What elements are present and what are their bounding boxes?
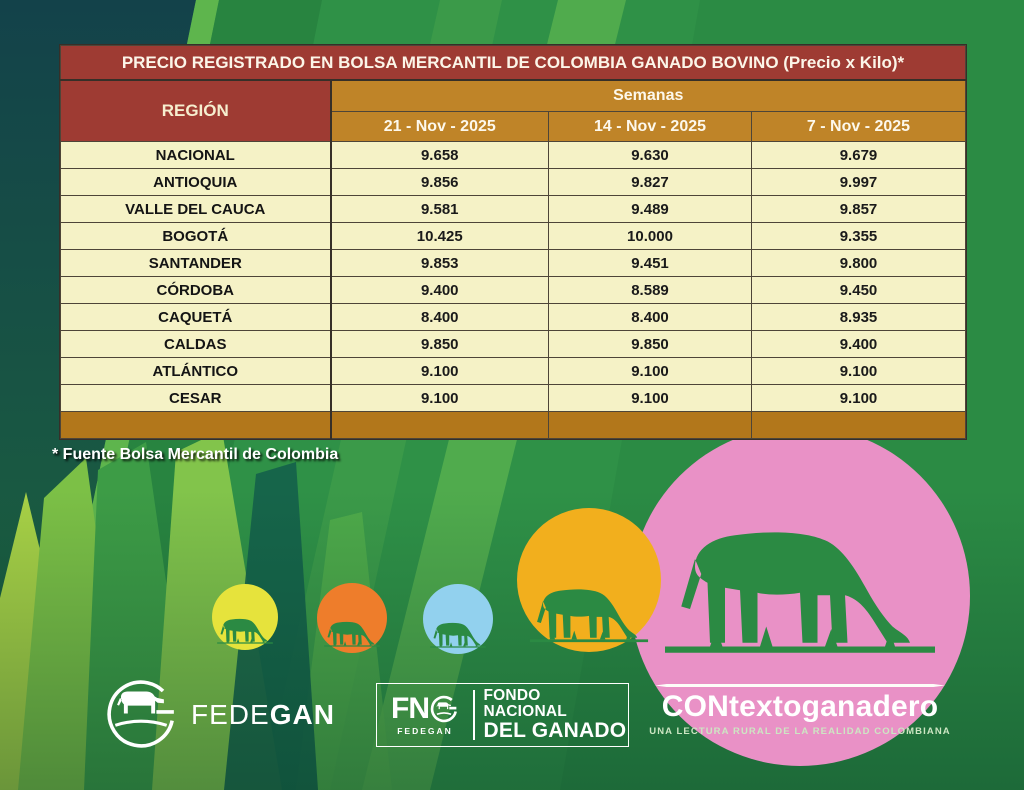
cow-badge-orange <box>317 583 387 653</box>
fng-g-cow-icon <box>430 695 458 723</box>
price-cell: 9.100 <box>751 357 966 385</box>
price-cell: 9.489 <box>548 195 752 223</box>
fedegan-wordmark-bold: GAN <box>269 699 335 730</box>
region-cell: VALLE DEL CAUCA <box>60 195 332 223</box>
weeks-header: Semanas <box>330 79 966 112</box>
price-cell: 8.400 <box>330 303 549 331</box>
fng-abbr-text: FN <box>391 692 430 725</box>
contextoganadero-badge: CONtextoganadero UNA LECTURA RURAL DE LA… <box>630 426 970 766</box>
region-cell: CESAR <box>60 384 332 412</box>
price-cell: 9.679 <box>751 141 966 169</box>
region-cell: ATLÁNTICO <box>60 357 332 385</box>
price-cell: 9.100 <box>751 384 966 412</box>
region-cell: CALDAS <box>60 330 332 358</box>
price-cell: 9.400 <box>751 330 966 358</box>
week-column-header: 14 - Nov - 2025 <box>548 111 752 142</box>
price-cell: 9.630 <box>548 141 752 169</box>
price-cell: 10.000 <box>548 222 752 250</box>
price-cell: 9.856 <box>330 168 549 196</box>
empty-cell <box>330 411 549 439</box>
fng-name-block: FONDO NACIONAL DEL GANADO <box>475 684 629 746</box>
fedegan-emblem-icon <box>107 680 175 748</box>
price-cell: 9.451 <box>548 249 752 277</box>
table-row: SANTANDER 9.853 9.451 9.800 <box>60 249 966 277</box>
price-cell: 9.827 <box>548 168 752 196</box>
price-cell: 9.853 <box>330 249 549 277</box>
price-cell: 9.997 <box>751 168 966 196</box>
table-row: ANTIOQUIA 9.856 9.827 9.997 <box>60 168 966 196</box>
empty-cell <box>548 411 752 439</box>
table-row: CAQUETÁ 8.400 8.400 8.935 <box>60 303 966 331</box>
divider-line <box>655 684 945 687</box>
empty-cell <box>751 411 966 439</box>
fng-name-line1: FONDO NACIONAL <box>483 686 567 720</box>
price-cell: 9.450 <box>751 276 966 304</box>
price-cell: 8.589 <box>548 276 752 304</box>
region-cell: NACIONAL <box>60 141 332 169</box>
price-cell: 9.100 <box>548 384 752 412</box>
cow-badge-yellow <box>212 584 278 650</box>
table-row: NACIONAL 9.658 9.630 9.679 <box>60 141 966 169</box>
fedegan-wordmark-light: FEDE <box>191 699 270 730</box>
price-cell: 9.850 <box>330 330 549 358</box>
price-cell: 8.400 <box>548 303 752 331</box>
table-title: PRECIO REGISTRADO EN BOLSA MERCANTIL DE … <box>60 45 966 81</box>
table-footer-row <box>60 411 966 439</box>
table-row: CÓRDOBA 9.400 8.589 9.450 <box>60 276 966 304</box>
region-cell: BOGOTÁ <box>60 222 332 250</box>
region-cell: CAQUETÁ <box>60 303 332 331</box>
table-title-row: PRECIO REGISTRADO EN BOLSA MERCANTIL DE … <box>60 45 966 81</box>
week-column-header: 21 - Nov - 2025 <box>330 111 549 142</box>
price-cell: 9.100 <box>330 357 549 385</box>
fng-abbr-block: FN FEDEGAN <box>377 684 473 746</box>
table-row: CALDAS 9.850 9.850 9.400 <box>60 330 966 358</box>
price-cell: 9.658 <box>330 141 549 169</box>
price-cell: 9.100 <box>548 357 752 385</box>
price-table: PRECIO REGISTRADO EN BOLSA MERCANTIL DE … <box>60 45 966 439</box>
fng-name-line2: DEL GANADO <box>483 719 627 743</box>
table-header-row: REGIÓN Semanas <box>60 79 966 142</box>
fng-divider <box>473 690 475 740</box>
table-row: BOGOTÁ 10.425 10.000 9.355 <box>60 222 966 250</box>
fedegan-wordmark: FEDEGAN <box>191 699 335 731</box>
region-cell: SANTANDER <box>60 249 332 277</box>
price-cell: 9.581 <box>330 195 549 223</box>
week-column-header: 7 - Nov - 2025 <box>751 111 966 142</box>
cow-grazing-icon <box>430 622 486 648</box>
price-cell: 9.355 <box>751 222 966 250</box>
table-row: ATLÁNTICO 9.100 9.100 9.100 <box>60 357 966 385</box>
fng-logo: FN FEDEGAN FONDO NACIONAL DEL GANADO <box>376 683 629 747</box>
price-cell: 9.857 <box>751 195 966 223</box>
empty-cell <box>60 411 332 439</box>
cow-grazing-icon <box>324 621 380 647</box>
cow-grazing-icon <box>529 589 649 643</box>
price-cell: 9.100 <box>330 384 549 412</box>
table-row: VALLE DEL CAUCA 9.581 9.489 9.857 <box>60 195 966 223</box>
source-footnote: * Fuente Bolsa Mercantil de Colombia <box>52 446 339 463</box>
price-cell: 9.400 <box>330 276 549 304</box>
cow-grazing-icon <box>217 618 273 644</box>
fng-fedegan-label: FEDEGAN <box>397 726 453 736</box>
region-cell: ANTIOQUIA <box>60 168 332 196</box>
price-cell: 9.850 <box>548 330 752 358</box>
contextoganadero-logo-text: CONtextoganadero <box>661 690 939 723</box>
region-cell: CÓRDOBA <box>60 276 332 304</box>
cow-badge-blue <box>423 584 493 654</box>
cow-grazing-icon <box>665 532 935 653</box>
contextoganadero-tagline: UNA LECTURA RURAL DE LA REALIDAD COLOMBI… <box>649 726 951 737</box>
cow-badge-gold <box>517 508 661 652</box>
table-dates-row: 21 - Nov - 2025 14 - Nov - 2025 7 - Nov … <box>61 111 966 142</box>
fedegan-logo: FEDEGAN <box>103 676 335 752</box>
table-row: CESAR 9.100 9.100 9.100 <box>60 384 966 412</box>
region-header: REGIÓN <box>60 79 332 142</box>
price-cell: 9.800 <box>751 249 966 277</box>
price-cell: 10.425 <box>330 222 549 250</box>
price-cell: 8.935 <box>751 303 966 331</box>
